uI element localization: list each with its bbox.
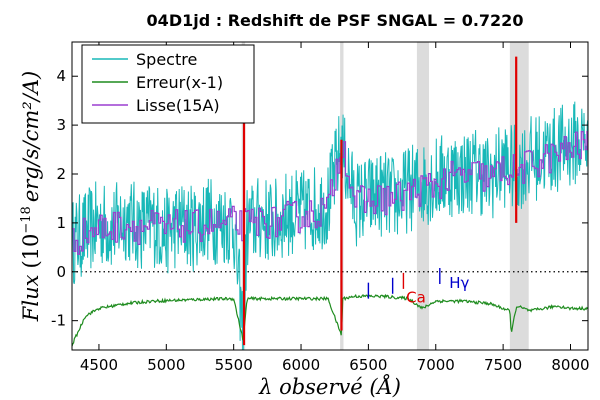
annotation-label-5: Hγ	[449, 274, 469, 292]
y-tick-label--1: -1	[51, 312, 66, 330]
series-lisse-15a	[72, 130, 588, 255]
x-tick-label-8000: 8000	[551, 356, 589, 374]
legend-label-1: Erreur(x-1)	[136, 73, 223, 92]
x-axis-label: λ observé (Å)	[258, 374, 401, 399]
legend-box	[81, 44, 255, 124]
annotations: Ca Hγ	[367, 268, 470, 307]
y-axis-label-word: Flux	[19, 274, 43, 322]
x-axis: 4500 5000 5500 6000 6500 7000 7500 8000	[80, 42, 590, 374]
legend: Spectre Erreur(x-1) Lisse(15A)	[81, 44, 255, 124]
plot-frame	[71, 41, 589, 351]
x-tick-label-6500: 6500	[349, 356, 387, 374]
y-axis: -1 0 1 2 3 4	[51, 67, 588, 330]
series-group	[72, 101, 588, 350]
line-markers	[242, 56, 518, 346]
legend-label-0: Spectre	[136, 50, 197, 69]
x-tick-label-5500: 5500	[215, 356, 253, 374]
chart-title: 04D1jd : Redshift de PSF SNGAL = 0.7220	[147, 11, 524, 30]
y-axis-label: Flux (10−18 erg/s/cm²/A)	[19, 71, 43, 322]
y-tick-label-1: 1	[56, 214, 66, 232]
legend-label-2: Lisse(15A)	[136, 96, 220, 115]
y-tick-label-2: 2	[56, 165, 66, 183]
y-tick-label-0: 0	[56, 263, 66, 281]
y-axis-label-rest: erg/s/cm²/A)	[19, 71, 43, 202]
x-tick-label-6000: 6000	[282, 356, 320, 374]
x-tick-label-4500: 4500	[80, 356, 118, 374]
y-tick-label-3: 3	[56, 116, 66, 134]
y-axis-label-exp: −18	[19, 206, 34, 233]
y-tick-label-4: 4	[56, 67, 66, 85]
x-tick-label-7000: 7000	[417, 356, 455, 374]
x-tick-label-7500: 7500	[484, 356, 522, 374]
x-tick-label-5000: 5000	[147, 356, 185, 374]
series-erreur-x-1	[72, 293, 588, 347]
y-axis-label-open: (10	[19, 234, 43, 269]
annotation-label-3: Ca	[406, 289, 426, 307]
